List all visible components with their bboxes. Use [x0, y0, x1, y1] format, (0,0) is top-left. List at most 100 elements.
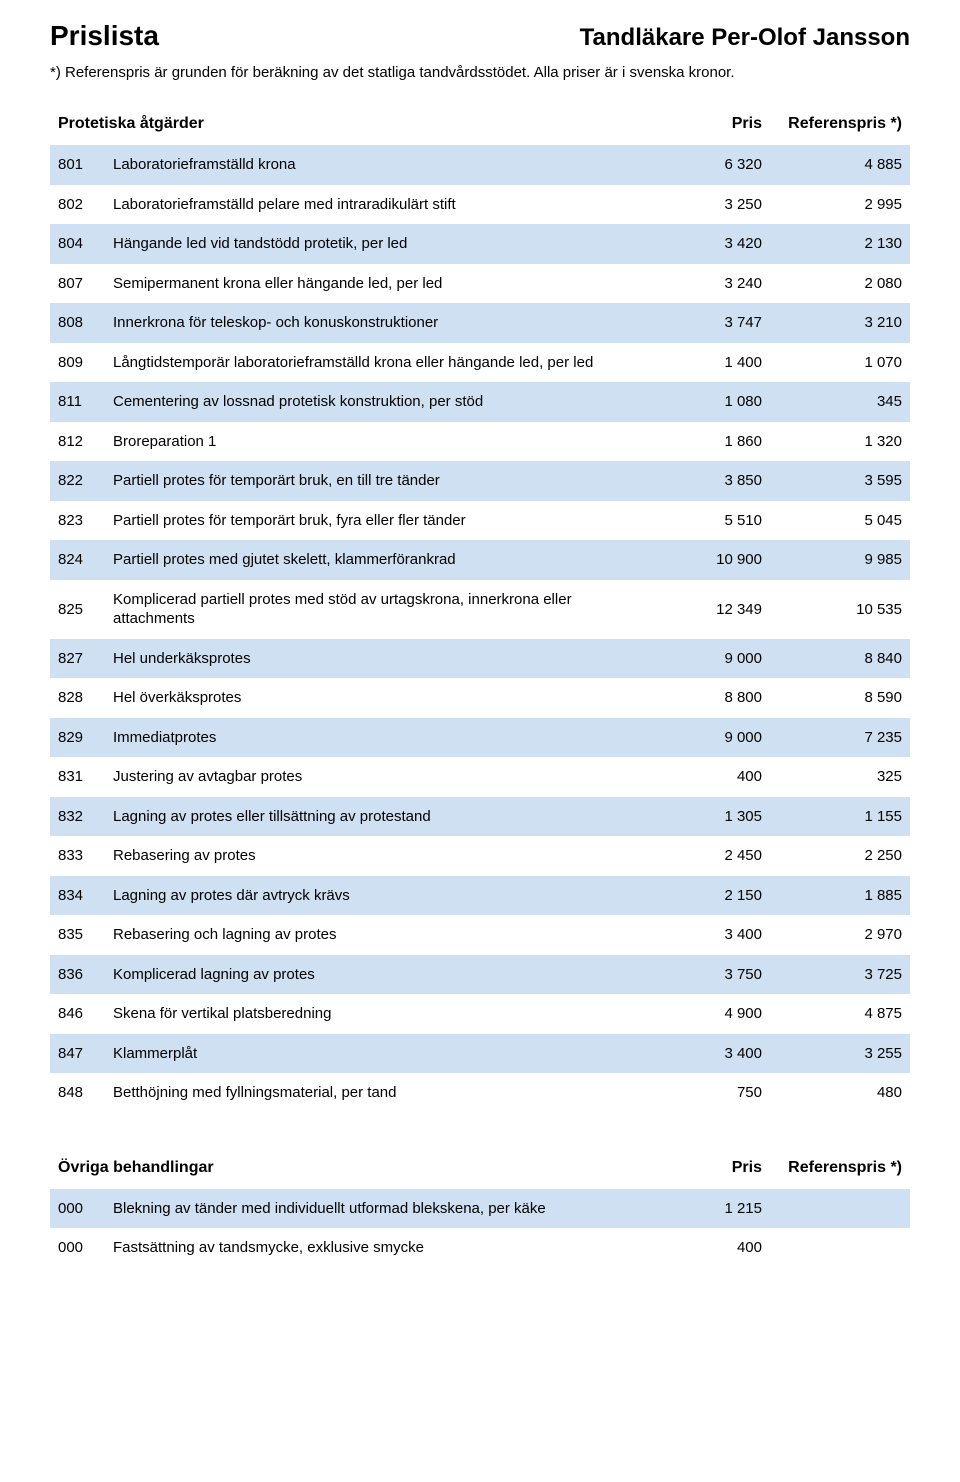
row-ref: 1 070: [762, 354, 902, 371]
row-desc: Justering av avtagbar protes: [113, 767, 662, 787]
row-code: 829: [58, 729, 113, 746]
row-desc: Fastsättning av tandsmycke, exklusive sm…: [113, 1238, 662, 1258]
section2-table: 000Blekning av tänder med individuellt u…: [50, 1189, 910, 1268]
row-ref: 2 995: [762, 196, 902, 213]
row-pris: 4 900: [662, 1005, 762, 1022]
table-row: 827Hel underkäksprotes9 0008 840: [50, 639, 910, 679]
row-ref: 3 725: [762, 966, 902, 983]
table-row: 824Partiell protes med gjutet skelett, k…: [50, 540, 910, 580]
row-pris: 400: [662, 1239, 762, 1256]
page-title-left: Prislista: [50, 20, 159, 52]
row-code: 807: [58, 275, 113, 292]
row-ref: 1 155: [762, 808, 902, 825]
row-pris: 1 305: [662, 808, 762, 825]
row-desc: Rebasering av protes: [113, 846, 662, 866]
table-row: 801Laboratorieframställd krona6 3204 885: [50, 145, 910, 185]
row-desc: Laboratorieframställd krona: [113, 155, 662, 175]
table-row: 808Innerkrona för teleskop- och konuskon…: [50, 303, 910, 343]
row-pris: 9 000: [662, 729, 762, 746]
row-ref: 8 840: [762, 650, 902, 667]
table-row: 846Skena för vertikal platsberedning4 90…: [50, 994, 910, 1034]
page-subtitle: *) Referenspris är grunden för beräkning…: [50, 64, 910, 81]
row-pris: 1 400: [662, 354, 762, 371]
row-pris: 10 900: [662, 551, 762, 568]
row-code: 828: [58, 689, 113, 706]
row-pris: 3 850: [662, 472, 762, 489]
row-desc: Partiell protes med gjutet skelett, klam…: [113, 550, 662, 570]
row-pris: 750: [662, 1084, 762, 1101]
row-ref: 3 255: [762, 1045, 902, 1062]
row-desc: Betthöjning med fyllningsmaterial, per t…: [113, 1083, 662, 1103]
row-desc: Blekning av tänder med individuellt utfo…: [113, 1199, 662, 1219]
page-title-right: Tandläkare Per-Olof Jansson: [580, 24, 910, 52]
table-row: 829Immediatprotes9 0007 235: [50, 718, 910, 758]
row-ref: 8 590: [762, 689, 902, 706]
row-code: 835: [58, 926, 113, 943]
row-code: 801: [58, 156, 113, 173]
row-ref: 9 985: [762, 551, 902, 568]
row-desc: Hel underkäksprotes: [113, 649, 662, 669]
row-code: 847: [58, 1045, 113, 1062]
row-code: 822: [58, 472, 113, 489]
row-desc: Immediatprotes: [113, 728, 662, 748]
row-pris: 3 250: [662, 196, 762, 213]
row-pris: 2 150: [662, 887, 762, 904]
row-pris: 1 080: [662, 393, 762, 410]
table-row: 828Hel överkäksprotes8 8008 590: [50, 678, 910, 718]
row-code: 832: [58, 808, 113, 825]
row-code: 833: [58, 847, 113, 864]
row-desc: Innerkrona för teleskop- och konuskonstr…: [113, 313, 662, 333]
row-ref: 4 885: [762, 156, 902, 173]
row-ref: 7 235: [762, 729, 902, 746]
row-code: 824: [58, 551, 113, 568]
row-pris: 3 400: [662, 926, 762, 943]
row-desc: Skena för vertikal platsberedning: [113, 1004, 662, 1024]
table-row: 847Klammerplåt3 4003 255: [50, 1034, 910, 1074]
table-row: 811Cementering av lossnad protetisk kons…: [50, 382, 910, 422]
row-ref: 3 210: [762, 314, 902, 331]
row-code: 812: [58, 433, 113, 450]
row-code: 809: [58, 354, 113, 371]
section2-header: Övriga behandlingar Pris Referenspris *): [50, 1153, 910, 1183]
row-ref: 480: [762, 1084, 902, 1101]
row-desc: Partiell protes för temporärt bruk, en t…: [113, 471, 662, 491]
table-row: 804Hängande led vid tandstödd protetik, …: [50, 224, 910, 264]
section1-col-pris: Pris: [662, 115, 762, 133]
table-row: 833Rebasering av protes2 4502 250: [50, 836, 910, 876]
table-row: 807Semipermanent krona eller hängande le…: [50, 264, 910, 304]
row-code: 827: [58, 650, 113, 667]
row-code: 811: [58, 393, 113, 410]
row-code: 846: [58, 1005, 113, 1022]
row-code: 000: [58, 1200, 113, 1217]
section2-col-pris: Pris: [662, 1159, 762, 1177]
row-pris: 3 240: [662, 275, 762, 292]
row-pris: 3 420: [662, 235, 762, 252]
table-row: 822Partiell protes för temporärt bruk, e…: [50, 461, 910, 501]
row-ref: 4 875: [762, 1005, 902, 1022]
row-code: 000: [58, 1239, 113, 1256]
row-pris: 8 800: [662, 689, 762, 706]
row-desc: Hel överkäksprotes: [113, 688, 662, 708]
row-code: 808: [58, 314, 113, 331]
row-pris: 3 750: [662, 966, 762, 983]
row-desc: Långtidstemporär laboratorieframställd k…: [113, 353, 662, 373]
section1-table: 801Laboratorieframställd krona6 3204 885…: [50, 145, 910, 1113]
table-row: 834Lagning av protes där avtryck krävs2 …: [50, 876, 910, 916]
table-row: 823Partiell protes för temporärt bruk, f…: [50, 501, 910, 541]
row-code: 825: [58, 601, 113, 618]
row-ref: 2 080: [762, 275, 902, 292]
table-row: 835Rebasering och lagning av protes3 400…: [50, 915, 910, 955]
row-pris: 400: [662, 768, 762, 785]
table-row: 812Broreparation 11 8601 320: [50, 422, 910, 462]
row-code: 804: [58, 235, 113, 252]
table-row: 000Blekning av tänder med individuellt u…: [50, 1189, 910, 1229]
table-row: 825Komplicerad partiell protes med stöd …: [50, 580, 910, 639]
row-code: 802: [58, 196, 113, 213]
table-row: 000Fastsättning av tandsmycke, exklusive…: [50, 1228, 910, 1268]
row-pris: 3 747: [662, 314, 762, 331]
row-ref: 10 535: [762, 601, 902, 618]
row-ref: 2 250: [762, 847, 902, 864]
row-desc: Laboratorieframställd pelare med intrara…: [113, 195, 662, 215]
row-desc: Komplicerad partiell protes med stöd av …: [113, 590, 662, 629]
row-code: 834: [58, 887, 113, 904]
